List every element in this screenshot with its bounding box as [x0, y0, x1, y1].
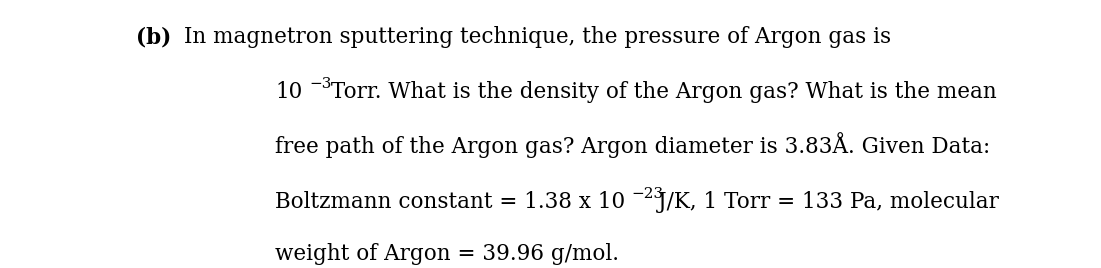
Text: weight of Argon = 39.96 g/mol.: weight of Argon = 39.96 g/mol.	[275, 243, 620, 265]
Text: (b): (b)	[135, 26, 171, 48]
Text: In magnetron sputtering technique, the pressure of Argon gas is: In magnetron sputtering technique, the p…	[184, 26, 891, 48]
Text: −23: −23	[631, 187, 664, 201]
Text: −3: −3	[309, 77, 333, 91]
Text: J/K, 1 Torr = 133 Pa, molecular: J/K, 1 Torr = 133 Pa, molecular	[652, 191, 1000, 213]
Text: 10: 10	[275, 81, 303, 103]
Text: Torr. What is the density of the Argon gas? What is the mean: Torr. What is the density of the Argon g…	[324, 81, 996, 103]
Text: Boltzmann constant = 1.38 x 10: Boltzmann constant = 1.38 x 10	[275, 191, 625, 213]
Text: free path of the Argon gas? Argon diameter is 3.83Å. Given Data:: free path of the Argon gas? Argon diamet…	[275, 132, 991, 158]
